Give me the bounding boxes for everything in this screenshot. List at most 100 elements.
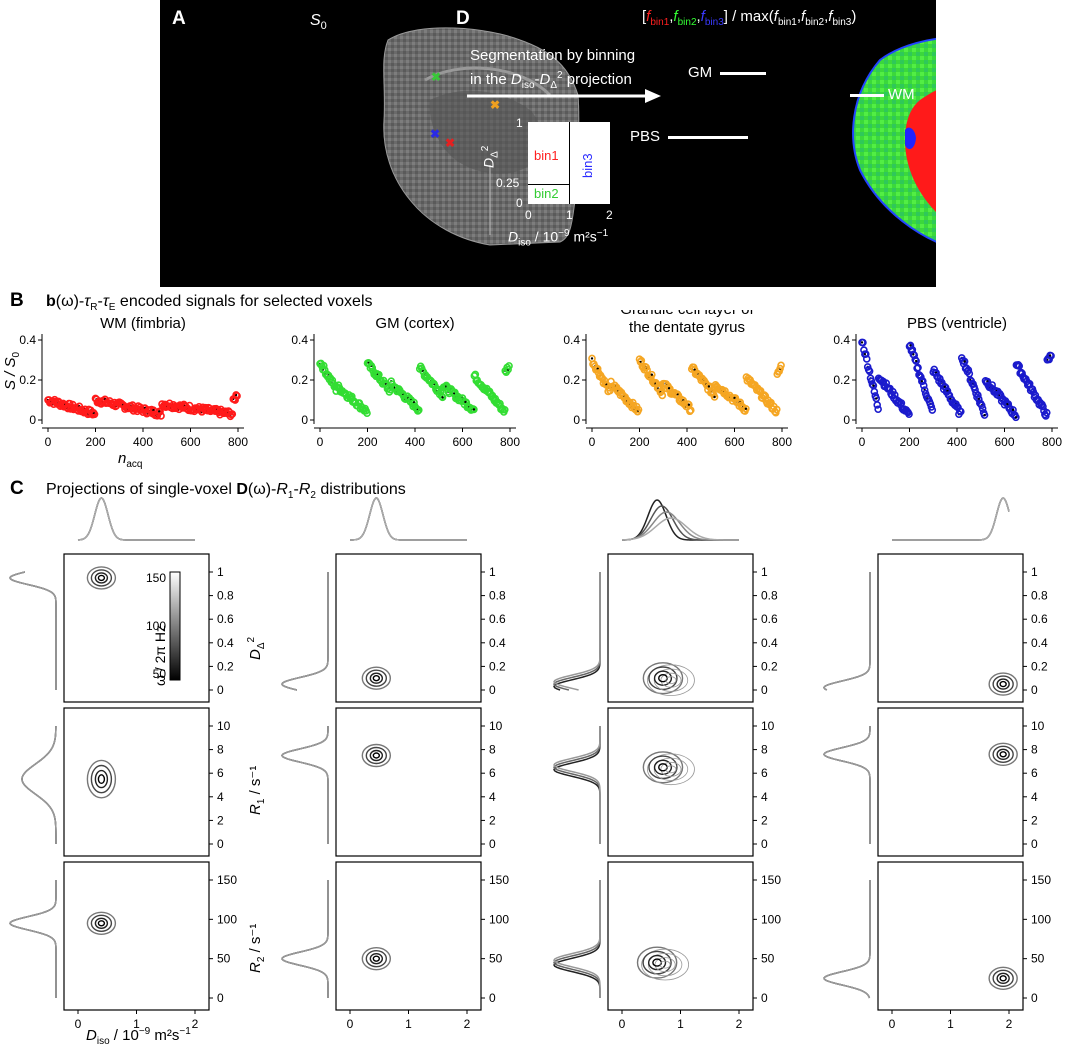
- voxel-title: WM (fimbria): [100, 315, 186, 332]
- y-tick-label: 10: [217, 719, 231, 733]
- y-tick-label: 0: [1031, 837, 1038, 851]
- voxel-title: GM (cortex): [375, 315, 454, 332]
- signal-point: [1042, 408, 1051, 417]
- side-projection-curve: [281, 880, 329, 998]
- side-projection-curve: [281, 572, 329, 691]
- y-tick-label: 0.4: [761, 636, 778, 650]
- signal-point: [960, 357, 969, 366]
- x-tick-label: 2: [1006, 1017, 1013, 1031]
- distribution-box-r1-c4: 0 0.2 0.4 0.6 0.8 1: [823, 553, 1048, 703]
- voxel-title: Granule cell layer of: [620, 310, 754, 318]
- top-projection-curve: [892, 497, 1010, 541]
- contour-line: [86, 759, 117, 799]
- bin2-label: bin2: [534, 186, 559, 201]
- contour-line: [369, 749, 384, 762]
- y-tick-label: 0: [761, 837, 768, 851]
- side-projection-curve: [823, 880, 871, 999]
- plot-frame: [607, 707, 754, 857]
- signal-point: [972, 389, 980, 398]
- signal-point: [956, 407, 965, 416]
- contour-line: [372, 955, 381, 962]
- y-tick-label: 0: [489, 991, 496, 1005]
- side-projection-curve: [21, 725, 57, 845]
- y-tick-label: 0: [1031, 991, 1038, 1005]
- signal-point: [320, 366, 329, 374]
- signal-y-tick-label: 0.4: [291, 333, 308, 347]
- row-label-r2: R2 / s⁻¹: [247, 923, 267, 973]
- plot-frame: [607, 861, 754, 1011]
- side-projection-curve: [281, 572, 329, 691]
- contour-line: [372, 752, 381, 759]
- voxel-title-line2: the dentate gyrus: [629, 319, 745, 336]
- panel-b-ylabel: S / S0: [2, 351, 22, 390]
- signal-point: [686, 406, 695, 415]
- top-projection-curve: [621, 511, 739, 541]
- plot-frame: [63, 861, 210, 1011]
- y-tick-label: 0: [217, 991, 224, 1005]
- top-projection-curve: [892, 497, 1010, 541]
- top-projection-curve: [892, 497, 1010, 541]
- y-tick-label: 0.6: [217, 612, 234, 626]
- signal-point: [438, 393, 447, 402]
- y-tick-label: 4: [761, 790, 768, 804]
- distribution-box-r2-c2: 0 2 4 6 8 10: [281, 707, 503, 857]
- y-tick-label: 50: [489, 952, 503, 966]
- signal-point: [634, 405, 643, 414]
- contour-line: [642, 950, 672, 975]
- x-tick-label: 1: [947, 1017, 954, 1031]
- contour-line: [992, 969, 1014, 988]
- signal-x-tick-label: 200: [357, 435, 377, 449]
- signal-point: [228, 410, 237, 418]
- signal-point: [414, 406, 423, 414]
- region-gm-pointer: [720, 72, 766, 75]
- signal-x-tick-label: 800: [772, 435, 792, 449]
- signal-y-tick-label: 0.2: [291, 373, 308, 387]
- signal-point: [917, 373, 925, 381]
- fit-point: [912, 353, 915, 356]
- y-tick-label: 0.2: [761, 659, 778, 673]
- y-tick-label: 0.6: [761, 612, 778, 626]
- contour-line: [365, 949, 388, 968]
- x-tick-label: 0: [347, 1017, 354, 1031]
- signal-point: [919, 381, 928, 390]
- bin-ytick-0: 0: [516, 196, 523, 210]
- signal-x-tick-label: 400: [405, 435, 425, 449]
- signal-x-tick-label: 0: [317, 435, 324, 449]
- signal-point: [1012, 413, 1020, 422]
- x-tick-label: 1: [677, 1017, 684, 1031]
- contour-line: [90, 764, 113, 794]
- signal-point: [679, 396, 688, 405]
- region-pbs-pointer: [668, 136, 748, 139]
- fit-point: [693, 368, 696, 371]
- contour-line: [996, 678, 1010, 690]
- signal-point: [414, 407, 422, 415]
- y-tick-label: 0.2: [217, 659, 234, 673]
- contour-line: [90, 914, 113, 932]
- side-projection-curve: [823, 880, 871, 999]
- fit-point: [963, 360, 966, 363]
- side-projection-curve: [823, 725, 871, 844]
- fit-point: [875, 397, 878, 400]
- row-label-ddelta: DΔ2: [246, 636, 267, 660]
- signal-point: [978, 404, 987, 413]
- signal-point: [504, 365, 512, 374]
- contour-line: [641, 948, 690, 981]
- bin1-label: bin1: [534, 148, 559, 163]
- marker-orange: ✖: [490, 98, 500, 112]
- contour-line: [642, 751, 684, 784]
- signal-x-tick-label: 600: [452, 435, 472, 449]
- top-projection-curve: [349, 497, 467, 541]
- side-projection-curve: [823, 725, 871, 844]
- side-projection-curve: [9, 571, 57, 690]
- signal-point: [593, 365, 602, 373]
- signal-point: [861, 350, 870, 358]
- region-wm-pointer: [850, 94, 884, 97]
- fit-point: [1014, 416, 1018, 419]
- plot-frame: [607, 553, 754, 703]
- y-tick-label: 2: [489, 813, 496, 827]
- bin3-label: bin3: [580, 153, 595, 178]
- fit-point: [744, 407, 748, 410]
- bin-ytick-1: 1: [516, 116, 523, 130]
